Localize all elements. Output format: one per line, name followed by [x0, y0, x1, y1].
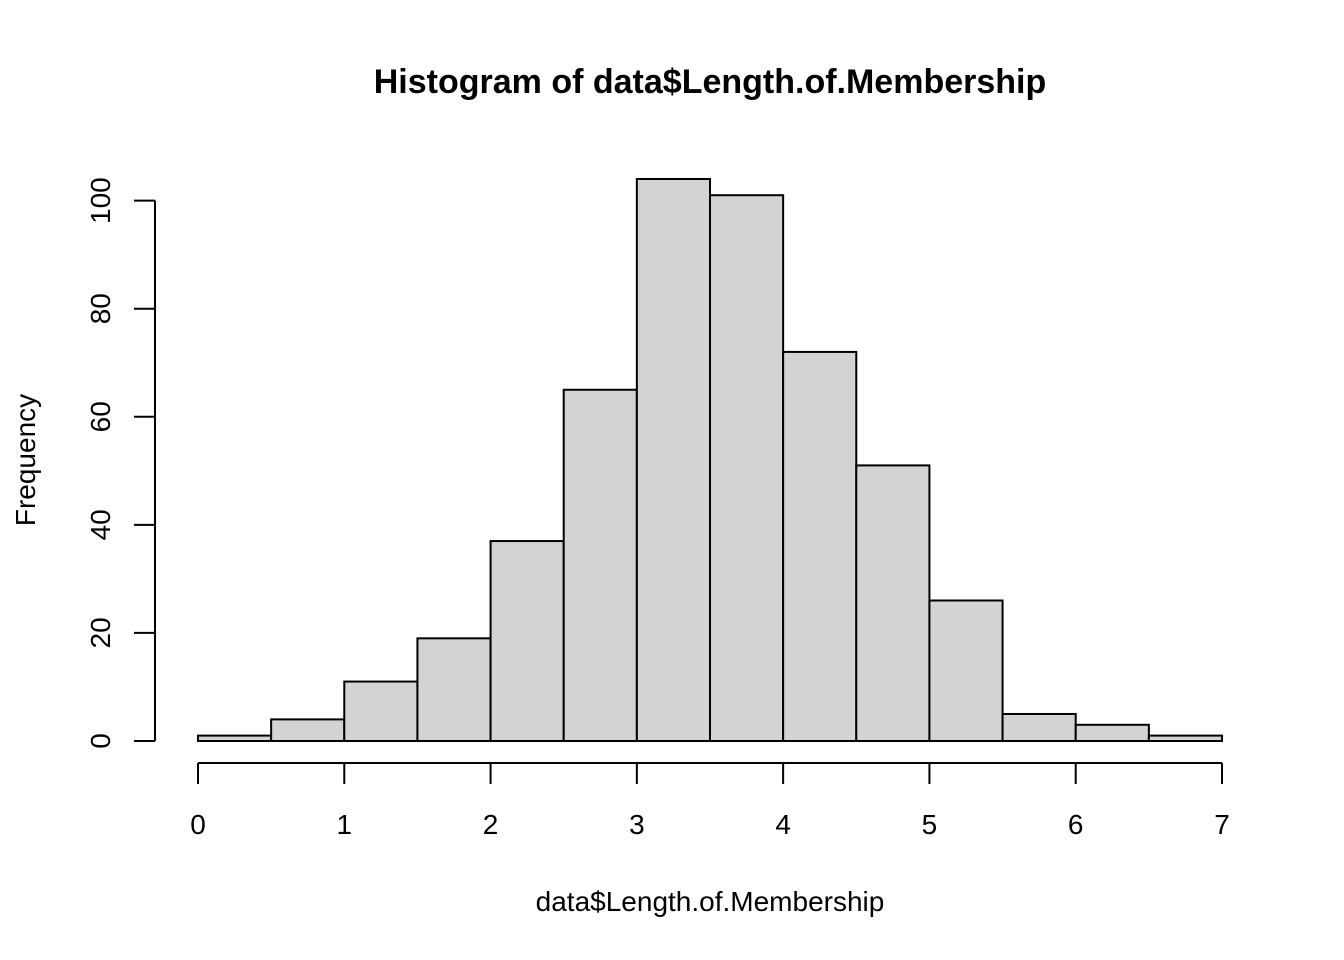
histogram-bar — [489, 540, 565, 742]
y-tick-label: 0 — [85, 733, 116, 749]
histogram-bar — [1147, 734, 1224, 742]
histogram-bar — [1001, 712, 1077, 743]
x-tick-label: 6 — [1068, 809, 1084, 840]
y-axis: 0 20 40 60 80 100 — [85, 177, 156, 749]
y-tick-label: 80 — [85, 293, 116, 324]
y-tick-label: 20 — [85, 617, 116, 648]
x-tick-label: 2 — [483, 809, 499, 840]
histogram-bar — [928, 599, 1004, 742]
histogram-bar — [197, 734, 273, 742]
x-tick-label: 5 — [922, 809, 938, 840]
histogram-bar — [416, 637, 492, 742]
histogram-bar — [270, 718, 346, 743]
x-axis-label: data$Length.of.Membership — [536, 886, 885, 917]
histogram-bar — [635, 178, 711, 742]
histogram-bars — [197, 178, 1224, 743]
histogram-bar — [562, 388, 638, 742]
x-tick-label: 0 — [190, 809, 206, 840]
x-tick-label: 4 — [775, 809, 791, 840]
y-axis-label: Frequency — [10, 394, 41, 526]
x-tick-label: 3 — [629, 809, 645, 840]
histogram-bar — [1074, 723, 1150, 742]
y-tick-label: 40 — [85, 509, 116, 540]
x-tick-label: 7 — [1214, 809, 1230, 840]
histogram-bar — [343, 680, 419, 742]
y-tick-label: 60 — [85, 401, 116, 432]
y-tick-label: 100 — [85, 177, 116, 224]
histogram-bar — [855, 464, 931, 742]
chart-title: Histogram of data$Length.of.Membership — [374, 63, 1047, 101]
x-tick-label: 1 — [336, 809, 352, 840]
x-axis: 0 1 2 3 4 5 6 7 — [190, 762, 1230, 840]
histogram-bar — [782, 350, 858, 742]
histogram-bar — [709, 194, 785, 742]
